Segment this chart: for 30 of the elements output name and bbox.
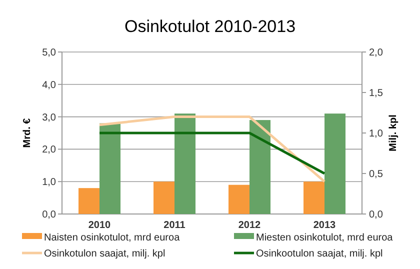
y2-tick-label: 1,5 bbox=[369, 88, 384, 99]
bar bbox=[304, 182, 324, 214]
legend-label: Miesten osinkotulot, mrd euroa bbox=[256, 232, 394, 244]
x-tick-label: 2012 bbox=[238, 220, 262, 231]
bar bbox=[154, 182, 174, 214]
y-tick-label: 2,0 bbox=[42, 144, 56, 156]
legend-label: Osinkootulon saajat, milj. kpl bbox=[256, 248, 383, 260]
y2-tick-label: 1,0 bbox=[369, 128, 384, 140]
bar bbox=[250, 120, 270, 214]
x-tick-label: 2010 bbox=[88, 220, 112, 231]
legend-label: Osinkotulon saajat, milj. kpl bbox=[44, 248, 166, 260]
y2-tick-label: 0,5 bbox=[369, 169, 384, 180]
bar bbox=[324, 114, 346, 214]
y-tick-label: 5,0 bbox=[42, 48, 56, 58]
legend-label: Naisten osinkotulot, mrd euroa bbox=[44, 232, 180, 244]
x-tick-label: 2013 bbox=[313, 220, 336, 231]
bar bbox=[174, 114, 196, 214]
y-tick-label: 1,0 bbox=[42, 177, 56, 188]
bar bbox=[228, 184, 250, 214]
y2-tick-label: 0,0 bbox=[369, 210, 384, 220]
y-axis-title: Mrd. € bbox=[22, 118, 33, 148]
bar bbox=[100, 123, 120, 214]
y2-axis-title: Milj. kpl bbox=[388, 114, 399, 152]
y-tick-label: 3,0 bbox=[42, 112, 56, 124]
y2-tick-label: 2,0 bbox=[369, 48, 384, 58]
bar bbox=[78, 188, 100, 214]
y-tick-label: 0,0 bbox=[42, 210, 56, 220]
y-tick-label: 4,0 bbox=[42, 80, 56, 91]
chart-title: Osinkotulot 2010-2013 bbox=[124, 17, 296, 36]
x-tick-label: 2011 bbox=[164, 220, 186, 231]
